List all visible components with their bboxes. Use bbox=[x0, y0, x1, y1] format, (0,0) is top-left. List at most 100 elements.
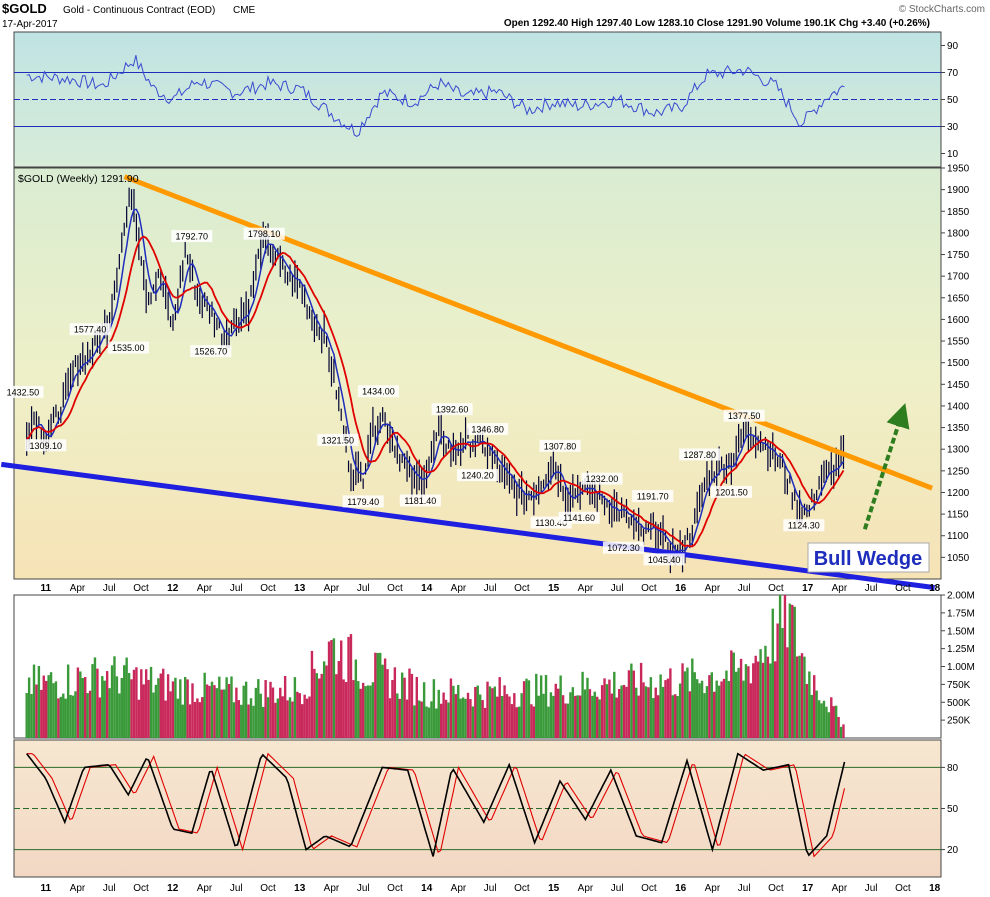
volume-bar bbox=[57, 698, 60, 738]
volume-bar bbox=[600, 685, 604, 738]
price-tick-label: 1400 bbox=[947, 401, 970, 412]
volume-bar bbox=[561, 695, 565, 738]
volume-bar bbox=[642, 682, 645, 738]
price-tick-label: 1750 bbox=[947, 250, 970, 261]
volume-bar bbox=[503, 685, 506, 738]
volume-layer bbox=[25, 595, 845, 738]
volume-bar bbox=[708, 675, 711, 738]
volume-bar bbox=[639, 662, 643, 738]
volume-bar bbox=[76, 667, 80, 738]
stochastic-k-line bbox=[26, 752, 846, 857]
volume-bar bbox=[747, 666, 750, 738]
volume-bar bbox=[166, 674, 170, 738]
stochastic-x-tick-label: 18 bbox=[929, 883, 941, 894]
volume-bar bbox=[734, 671, 738, 738]
price-x-tick-label: 11 bbox=[40, 583, 51, 594]
volume-tick-label: 750K bbox=[947, 680, 971, 691]
volume-bar bbox=[671, 695, 675, 738]
volume-bar bbox=[781, 627, 784, 738]
volume-bar bbox=[340, 640, 343, 738]
volume-bar bbox=[152, 692, 155, 738]
volume-bar bbox=[527, 680, 531, 738]
annotation-box bbox=[710, 485, 753, 498]
volume-bar bbox=[422, 682, 426, 738]
volume-bar bbox=[725, 670, 728, 738]
volume-bar bbox=[761, 662, 765, 738]
volume-tick-label: 1.25M bbox=[947, 644, 975, 655]
annotation-box bbox=[467, 422, 509, 435]
stochastic-x-tick-label: 14 bbox=[421, 883, 433, 894]
price-x-tick-label: Oct bbox=[133, 583, 149, 594]
lower-trendline bbox=[0, 461, 935, 591]
volume-bar bbox=[654, 687, 657, 738]
volume-bar bbox=[822, 700, 826, 738]
price-annotation: 1535.00 bbox=[112, 343, 145, 353]
volume-bar bbox=[800, 653, 804, 738]
volume-bar bbox=[298, 693, 301, 738]
volume-bar bbox=[571, 687, 575, 738]
moving-average-fast bbox=[26, 208, 845, 553]
annotation-box bbox=[632, 490, 674, 503]
volume-bar bbox=[279, 687, 282, 738]
volume-bar bbox=[186, 679, 189, 738]
volume-bar bbox=[54, 681, 58, 738]
stochastic-x-tick-label: 13 bbox=[294, 883, 306, 894]
volume-bar bbox=[630, 663, 633, 738]
volume-bar bbox=[359, 688, 362, 738]
volume-bar bbox=[391, 680, 394, 738]
volume-bar bbox=[66, 664, 70, 738]
price-x-tick-label: Apr bbox=[324, 583, 340, 594]
volume-bar bbox=[393, 667, 397, 738]
volume-bar bbox=[259, 693, 262, 738]
axis-layer: 9070503010195019001850180017501700165016… bbox=[40, 41, 974, 894]
volume-bar bbox=[332, 638, 336, 738]
volume-bar bbox=[254, 687, 258, 738]
volume-bar bbox=[627, 670, 631, 738]
volume-bar bbox=[49, 672, 53, 738]
stochastic-x-tick-label: 11 bbox=[40, 883, 51, 894]
volume-bar bbox=[774, 661, 777, 738]
volume-bar bbox=[691, 658, 694, 738]
volume-bar bbox=[547, 706, 550, 738]
volume-bar bbox=[274, 702, 277, 738]
volume-bar bbox=[535, 673, 538, 738]
volume-bar bbox=[752, 663, 755, 738]
price-annotation: 1141.60 bbox=[563, 513, 595, 523]
volume-bar bbox=[452, 685, 455, 738]
volume-bar bbox=[635, 687, 638, 738]
volume-bar bbox=[113, 656, 116, 738]
price-x-tick-label: Oct bbox=[514, 583, 530, 594]
volume-bar bbox=[842, 724, 845, 738]
annotation-box bbox=[456, 469, 499, 482]
stochastic-x-tick-label: Apr bbox=[324, 883, 340, 894]
volume-bar bbox=[520, 693, 523, 738]
volume-bar bbox=[678, 683, 682, 738]
volume-bar bbox=[430, 701, 433, 738]
volume-bar bbox=[137, 699, 141, 738]
annotation-box bbox=[431, 403, 473, 416]
price-annotation: 1309.10 bbox=[29, 441, 62, 451]
volume-bar bbox=[491, 688, 494, 738]
ohlc-summary: Open 1292.40 High 1297.40 Low 1283.10 Cl… bbox=[504, 18, 930, 29]
volume-bar bbox=[622, 684, 626, 738]
volume-bar bbox=[825, 706, 828, 738]
volume-bar bbox=[793, 606, 796, 738]
annotation-box bbox=[558, 511, 600, 524]
volume-bar bbox=[832, 706, 835, 738]
volume-bar bbox=[498, 677, 501, 738]
volume-bar bbox=[544, 674, 548, 738]
volume-bar bbox=[778, 595, 782, 738]
volume-bar bbox=[649, 677, 653, 738]
volume-bar bbox=[225, 677, 228, 738]
volume-bar bbox=[25, 692, 28, 738]
volume-bar bbox=[103, 680, 106, 738]
volume-bar bbox=[120, 678, 123, 738]
price-tick-label: 1850 bbox=[947, 207, 970, 218]
volume-bar bbox=[574, 695, 577, 738]
price-x-tick-label: Jul bbox=[230, 583, 243, 594]
volume-bar bbox=[252, 705, 255, 738]
price-tick-label: 1550 bbox=[947, 337, 970, 348]
volume-bar bbox=[817, 700, 821, 738]
volume-bar bbox=[659, 674, 662, 738]
volume-bar bbox=[369, 685, 372, 738]
